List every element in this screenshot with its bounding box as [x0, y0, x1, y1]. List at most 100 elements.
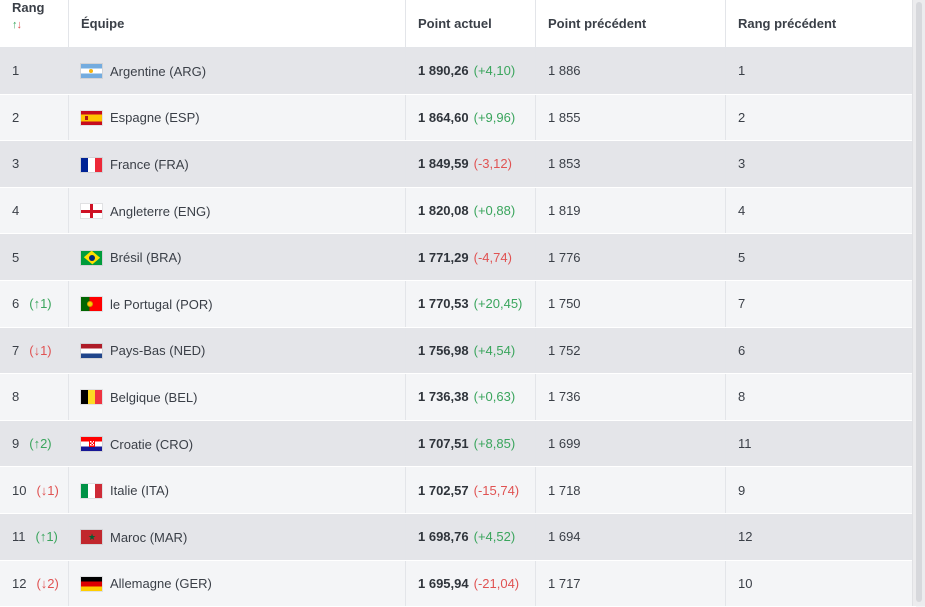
table-row[interactable]: 7 (↓1) Pays-Bas (NED) 1 756,98 (+4,54) 1 752 6	[0, 327, 916, 375]
rank-value: 9	[12, 436, 20, 452]
previous-rank: 1	[738, 63, 746, 79]
esp-flag-icon	[81, 110, 102, 125]
team-cell: Italie (ITA)	[68, 466, 406, 514]
current-points: 1 849,59	[418, 156, 469, 172]
rank-change-badge: (↑2)	[29, 436, 52, 452]
points-column-header[interactable]: Point actuel	[405, 0, 536, 48]
points-delta: (-21,04)	[473, 575, 520, 591]
prev-points-cell: 1 736	[535, 373, 726, 421]
cro-flag-icon	[81, 437, 102, 452]
header-row: Rang ↑↓ Équipe Point actuel Point précéd…	[0, 0, 916, 48]
team-cell: le Portugal (POR)	[68, 280, 406, 328]
prev-rank-cell: 11	[725, 420, 916, 468]
previous-points: 1 694	[548, 529, 581, 545]
table-row[interactable]: 10 (↓1) Italie (ITA) 1 702,57 (-15,74) 1 718 9	[0, 466, 916, 514]
prev-points-column-header[interactable]: Point précédent	[535, 0, 726, 48]
points-cell: 1 771,29 (-4,74)	[405, 233, 536, 281]
prev-rank-column-header[interactable]: Rang précédent	[725, 0, 916, 48]
rank-value: 11	[12, 529, 26, 545]
team-name: Belgique (BEL)	[110, 389, 198, 405]
previous-rank: 4	[738, 203, 746, 219]
vertical-scrollbar[interactable]	[912, 0, 925, 606]
previous-rank: 3	[738, 156, 746, 172]
points-delta: (+4,10)	[473, 63, 516, 79]
table-body: 1 Argentine (ARG) 1 890,26 (+4,10) 1 886 1 2 Es…	[0, 47, 916, 607]
team-cell: Argentine (ARG)	[68, 47, 406, 95]
prev-rank-cell: 1	[725, 47, 916, 95]
bel-flag-icon	[81, 390, 102, 405]
prev-rank-cell: 6	[725, 327, 916, 375]
table-row[interactable]: 1 Argentine (ARG) 1 890,26 (+4,10) 1 886 1	[0, 47, 916, 95]
sort-icon[interactable]: ↑↓	[12, 19, 22, 31]
previous-points: 1 736	[548, 389, 581, 405]
current-points: 1 864,60	[418, 109, 469, 125]
previous-rank: 12	[738, 529, 753, 545]
rank-cell: 2	[0, 94, 69, 142]
previous-rank: 6	[738, 342, 746, 358]
team-cell: Pays-Bas (NED)	[68, 327, 406, 375]
current-points: 1 736,38	[418, 389, 469, 405]
prev-rank-cell: 7	[725, 280, 916, 328]
table-row[interactable]: 8 Belgique (BEL) 1 736,38 (+0,63) 1 736 8	[0, 373, 916, 421]
rank-value: 5	[12, 249, 20, 265]
table-row[interactable]: 6 (↑1) le Portugal (POR) 1 770,53 (+20,45) 1 …	[0, 280, 916, 328]
rank-change-badge: (↓1)	[36, 482, 59, 498]
prev-points-cell: 1 717	[535, 560, 726, 607]
current-points: 1 698,76	[418, 529, 469, 545]
previous-points: 1 886	[548, 63, 581, 79]
rank-cell: 3	[0, 140, 69, 188]
eng-flag-icon	[81, 204, 102, 219]
rank-cell: 5	[0, 233, 69, 281]
prev-rank-cell: 12	[725, 513, 916, 561]
team-column-header[interactable]: Équipe	[68, 0, 406, 48]
rank-cell: 6 (↑1)	[0, 280, 69, 328]
arg-flag-icon	[81, 64, 102, 79]
team-cell: Angleterre (ENG)	[68, 187, 406, 235]
team-name: Espagne (ESP)	[110, 110, 200, 126]
rank-value: 6	[12, 296, 20, 312]
ger-flag-icon	[81, 576, 102, 591]
team-name: Croatie (CRO)	[110, 436, 194, 452]
prev-points-cell: 1 752	[535, 327, 726, 375]
prev-rank-cell: 9	[725, 466, 916, 514]
rank-cell: 8	[0, 373, 69, 421]
previous-points: 1 699	[548, 436, 581, 452]
prev-points-cell: 1 718	[535, 466, 726, 514]
current-points: 1 702,57	[418, 482, 469, 498]
table-row[interactable]: 9 (↑2) Croatie (CRO) 1 707,51 (+8,85) 1 699 11	[0, 420, 916, 468]
team-cell: France (FRA)	[68, 140, 406, 188]
table-row[interactable]: 4 Angleterre (ENG) 1 820,08 (+0,88) 1 819 4	[0, 187, 916, 235]
ned-flag-icon	[81, 343, 102, 358]
previous-rank: 5	[738, 249, 746, 265]
rank-value: 1	[12, 63, 20, 79]
table-row[interactable]: 12 (↓2) Allemagne (GER) 1 695,94 (-21,04) 1 7…	[0, 560, 916, 607]
previous-rank: 10	[738, 575, 753, 591]
prev-rank-cell: 2	[725, 94, 916, 142]
current-points: 1 770,53	[418, 296, 469, 312]
table-row[interactable]: 3 France (FRA) 1 849,59 (-3,12) 1 853 3	[0, 140, 916, 188]
scrollbar-thumb[interactable]	[916, 2, 922, 602]
points-cell: 1 849,59 (-3,12)	[405, 140, 536, 188]
previous-rank: 11	[738, 436, 752, 452]
table-row[interactable]: 2 Espagne (ESP) 1 864,60 (+9,96) 1 855 2	[0, 94, 916, 142]
previous-points: 1 776	[548, 249, 581, 265]
rank-cell: 10 (↓1)	[0, 466, 69, 514]
rank-change-badge: (↑1)	[29, 296, 52, 312]
current-points: 1 695,94	[418, 575, 469, 591]
team-cell: Belgique (BEL)	[68, 373, 406, 421]
current-points: 1 756,98	[418, 342, 469, 358]
rank-cell: 9 (↑2)	[0, 420, 69, 468]
previous-points: 1 853	[548, 156, 581, 172]
points-delta: (+0,63)	[473, 389, 516, 405]
table-row[interactable]: 5 Brésil (BRA) 1 771,29 (-4,74) 1 776 5	[0, 233, 916, 281]
rank-cell: 7 (↓1)	[0, 327, 69, 375]
team-name: Argentine (ARG)	[110, 63, 207, 79]
points-cell: 1 820,08 (+0,88)	[405, 187, 536, 235]
team-name: Italie (ITA)	[110, 483, 169, 499]
table-row[interactable]: 11 (↑1) Maroc (MAR) 1 698,76(+4,52) 1 694 12	[0, 513, 916, 561]
rank-column-header[interactable]: Rang ↑↓	[0, 0, 69, 48]
prev-rank-cell: 10	[725, 560, 916, 607]
prev-points-cell: 1 853	[535, 140, 726, 188]
previous-points: 1 819	[548, 203, 581, 219]
points-cell: 1 890,26 (+4,10)	[405, 47, 536, 95]
